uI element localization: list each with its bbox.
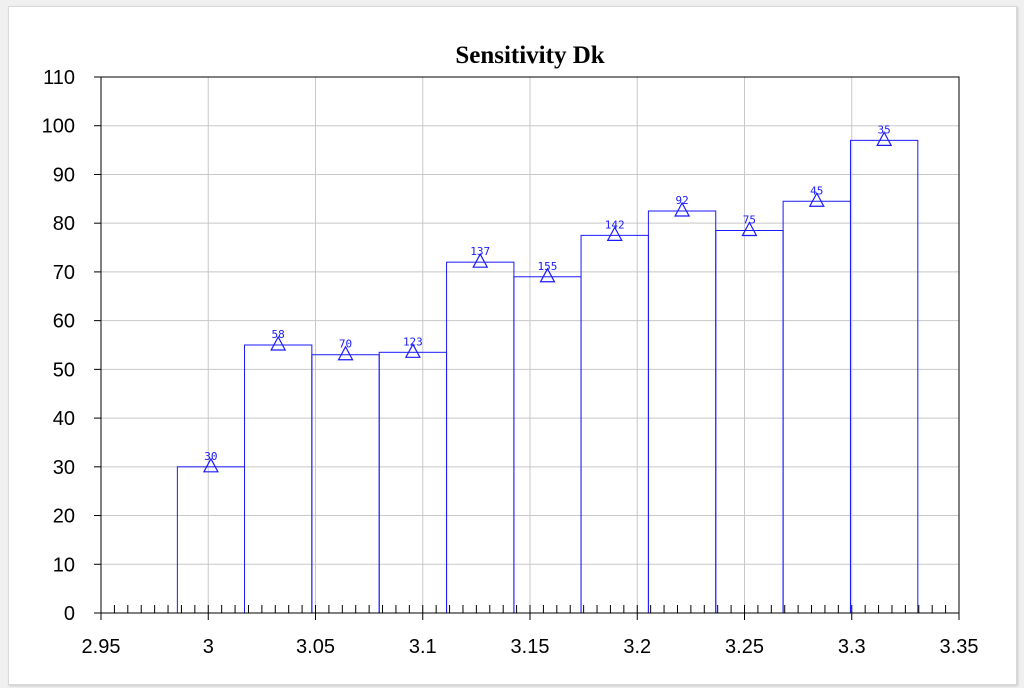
chart-frame: Sensitivity Dk 30 58 70 123 137 155 142 92 75 45 3… [8,6,1017,685]
x-tick-label: 3.2 [623,636,651,658]
y-tick-label: 90 [53,164,75,186]
bin-count-label: 137 [470,245,490,258]
triangle-marker-icon [472,252,489,268]
triangle-marker-icon [674,201,691,217]
x-tick-label: 2.95 [82,636,121,658]
bin-count-label: 142 [605,218,625,231]
y-tick-label: 50 [53,359,75,381]
y-tick-label: 20 [53,506,75,528]
x-tick-label: 3.25 [725,636,764,658]
y-tick-label: 30 [53,457,75,479]
y-tick-label: 40 [53,408,75,430]
bin-count-label: 92 [675,194,688,207]
triangle-marker-icon [876,131,893,146]
x-minor-ticks [113,605,947,613]
x-tick-label: 3.05 [296,636,335,658]
bin-count-label: 75 [743,213,756,226]
triangle-marker-icon [202,457,219,473]
bin-count-label: 123 [403,335,423,348]
x-tick-label: 3.35 [940,636,979,658]
x-tick-label: 3.1 [409,636,437,658]
triangle-marker-icon [270,335,287,351]
triangle-marker-icon [404,343,421,358]
bin-count-label: 70 [339,338,352,351]
y-tick-label: 80 [53,213,75,235]
x-tick-label: 3 [203,636,214,658]
x-tick-label: 3.15 [511,636,550,658]
bin-count-labels: 30 58 70 123 137 155 142 92 75 45 35 [204,123,890,462]
bin-markers [202,131,893,473]
bin-count-label: 30 [204,450,217,463]
y-tick-label: 0 [64,603,75,625]
y-tick-label: 60 [53,311,75,333]
bin-count-label: 58 [272,328,285,341]
triangle-marker-icon [606,226,623,241]
x-tick-label: 3.3 [838,636,866,658]
y-tick-label: 110 [43,67,75,89]
bin-count-label: 45 [810,184,823,197]
triangle-marker-icon [337,345,354,361]
grid-lines [101,77,959,613]
y-tick-label: 10 [53,554,75,576]
y-tick-label: 100 [42,116,75,138]
y-axis-ticks: 0 10 20 30 40 50 60 70 80 90 100 110 [42,67,101,625]
y-tick-label: 70 [53,262,75,284]
bin-count-label: 155 [538,260,558,273]
triangle-marker-icon [741,221,758,237]
triangle-marker-icon [808,191,825,207]
chart-title: Sensitivity Dk [455,42,604,69]
x-axis-ticks: 2.95 3 3.05 3.1 3.15 3.2 3.25 3.3 3.35 [82,613,979,658]
triangle-marker-icon [539,267,556,283]
bin-count-label: 35 [878,123,891,136]
